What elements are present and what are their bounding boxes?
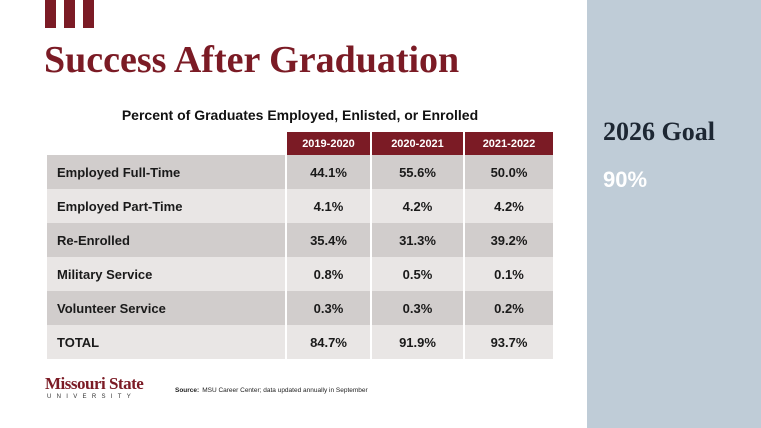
goal-value: 90%: [603, 167, 648, 192]
table-cell: 44.1%: [285, 155, 370, 189]
table-cell: 0.2%: [463, 291, 553, 325]
table-row: Re-Enrolled 35.4% 31.3% 39.2%: [47, 223, 553, 257]
row-label: Volunteer Service: [47, 291, 285, 325]
table-cell: 91.9%: [370, 325, 463, 359]
logo-bar: [45, 0, 56, 28]
table-cell: 50.0%: [463, 155, 553, 189]
table-cell: 39.2%: [463, 223, 553, 257]
logo-bar: [83, 0, 94, 28]
table-cell: 0.3%: [370, 291, 463, 325]
table-cell: 55.6%: [370, 155, 463, 189]
table-cell: 84.7%: [285, 325, 370, 359]
row-label: TOTAL: [47, 325, 285, 359]
row-label: Re-Enrolled: [47, 223, 285, 257]
table-cell: 0.1%: [463, 257, 553, 291]
source-note: Source: MSU Career Center; data updated a…: [175, 387, 368, 394]
table-row: Employed Part-Time 4.1% 4.2% 4.2%: [47, 189, 553, 223]
column-header: 2019-2020: [285, 132, 370, 155]
logo-bar: [64, 0, 75, 28]
table-row: TOTAL 84.7% 91.9% 93.7%: [47, 325, 553, 359]
row-label: Employed Full-Time: [47, 155, 285, 189]
table-cell: 35.4%: [285, 223, 370, 257]
logo-subtitle: UNIVERSITY: [47, 394, 137, 400]
column-header: 2020-2021: [370, 132, 463, 155]
table-cell: 31.3%: [370, 223, 463, 257]
table-cell: 93.7%: [463, 325, 553, 359]
row-label: Employed Part-Time: [47, 189, 285, 223]
data-table: 2019-2020 2020-2021 2021-2022 Employed Full…: [47, 132, 553, 359]
table-cell: 0.3%: [285, 291, 370, 325]
side-panel: [587, 0, 761, 428]
source-text: MSU Career Center; data updated annually…: [202, 387, 368, 394]
table-cell: 4.2%: [463, 189, 553, 223]
row-label: Military Service: [47, 257, 285, 291]
slide-title: Success After Graduation: [44, 39, 460, 81]
header-row: 2019-2020 2020-2021 2021-2022: [47, 132, 553, 155]
table-row: Employed Full-Time 44.1% 55.6% 50.0%: [47, 155, 553, 189]
table-cell: 0.8%: [285, 257, 370, 291]
logo: Missouri State: [45, 374, 144, 393]
table-cell: 0.5%: [370, 257, 463, 291]
goal-title: 2026 Goal: [603, 117, 715, 146]
table-caption: Percent of Graduates Employed, Enlisted,…: [121, 107, 479, 123]
header-spacer: [47, 132, 285, 155]
source-label: Source:: [175, 387, 200, 394]
table-row: Volunteer Service 0.3% 0.3% 0.2%: [47, 291, 553, 325]
table-cell: 4.2%: [370, 189, 463, 223]
column-header: 2021-2022: [463, 132, 553, 155]
table-row: Military Service 0.8% 0.5% 0.1%: [47, 257, 553, 291]
table-cell: 4.1%: [285, 189, 370, 223]
